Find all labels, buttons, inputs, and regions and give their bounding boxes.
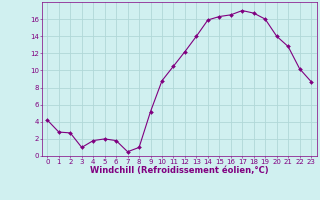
X-axis label: Windchill (Refroidissement éolien,°C): Windchill (Refroidissement éolien,°C) xyxy=(90,166,268,175)
